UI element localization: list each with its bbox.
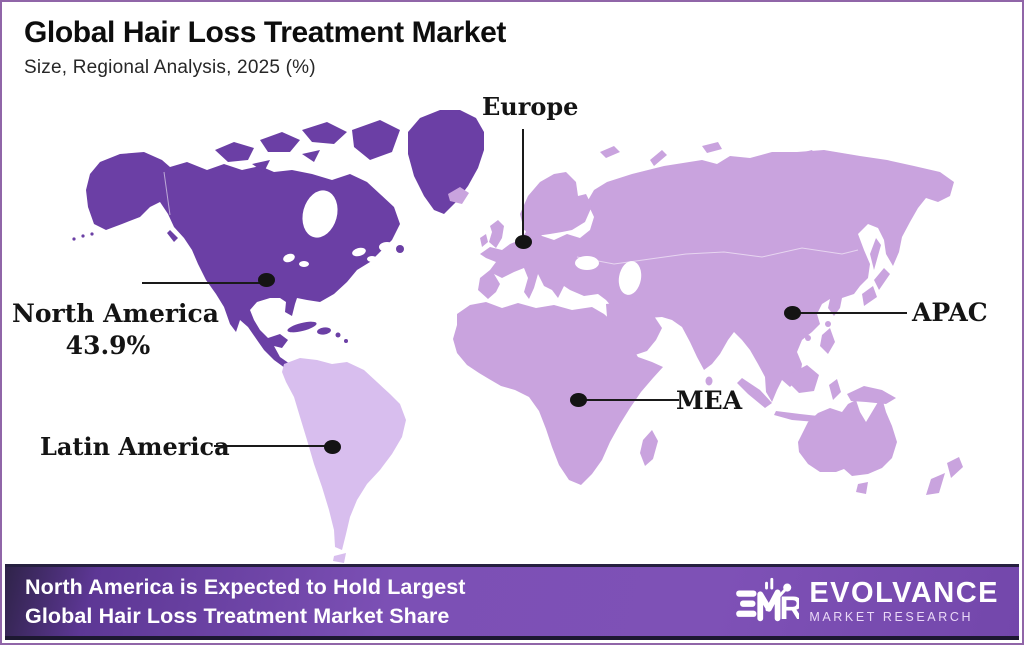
label-europe: Europe — [482, 92, 579, 121]
europe-marker — [515, 235, 532, 249]
latin-america-leader-line — [214, 445, 333, 447]
arctic-islands — [167, 120, 400, 242]
tasmania-shape — [856, 482, 868, 494]
bottom-banner: North America is Expected to Hold Larges… — [5, 564, 1019, 640]
scandinavia-shape — [520, 172, 592, 236]
arctic-russian-islands — [600, 142, 816, 166]
newfoundland — [396, 245, 404, 253]
banner-headline: North America is Expected to Hold Larges… — [25, 573, 466, 630]
new-zealand-shape — [926, 457, 963, 495]
russia-south-border-line — [576, 247, 859, 265]
banner-line1: North America is Expected to Hold Larges… — [25, 575, 466, 600]
eurasia-shape — [478, 150, 954, 402]
header: Global Hair Loss Treatment Market Size, … — [24, 16, 506, 79]
latin-america-marker — [324, 440, 341, 454]
logo-wordmark: EVOLVANCE MARKET RESEARCH — [809, 579, 999, 624]
label-latin-america: Latin America — [40, 432, 230, 461]
north-america-marker — [258, 273, 275, 287]
apac-marker — [784, 306, 801, 320]
east-asia-islands — [705, 238, 896, 422]
emr-monogram-icon: R — [736, 577, 799, 625]
lakes-and-bays — [283, 190, 395, 267]
north-america-name: North America — [12, 299, 219, 328]
madagascar-shape — [640, 430, 658, 466]
greenland-shape — [408, 110, 484, 214]
south-america-shape — [282, 358, 406, 550]
caribbean-islands — [72, 232, 348, 343]
logo-tagline: MARKET RESEARCH — [809, 610, 974, 625]
svg-text:R: R — [780, 588, 799, 625]
arabia-shape — [606, 302, 662, 355]
mea-marker — [570, 393, 587, 407]
inland-seas — [575, 256, 642, 295]
mea-leader-line — [584, 399, 679, 401]
page-title: Global Hair Loss Treatment Market — [24, 16, 506, 49]
africa-shape — [453, 302, 663, 485]
britain-ireland — [480, 220, 504, 248]
apac-leader-line — [795, 312, 907, 314]
label-mea: MEA — [676, 386, 743, 415]
north-america-leader-line — [142, 282, 266, 284]
north-america-share: 43.9% — [65, 331, 151, 360]
europe-leader-line — [522, 129, 524, 236]
tierra-del-fuego — [333, 553, 346, 563]
logo-company-name: EVOLVANCE — [809, 577, 999, 610]
label-north-america: North America 43.9% — [12, 298, 219, 362]
alaska-border-line — [163, 171, 171, 216]
label-apac: APAC — [912, 298, 988, 327]
banner-line2: Global Hair Loss Treatment Market Share — [25, 603, 450, 628]
australia-shape — [798, 398, 897, 476]
page-subtitle: Size, Regional Analysis, 2025 (%) — [24, 56, 316, 78]
emr-logo: R EVOLVANCE MARKET RESEARCH — [735, 576, 999, 628]
iceland-shape — [448, 187, 469, 204]
